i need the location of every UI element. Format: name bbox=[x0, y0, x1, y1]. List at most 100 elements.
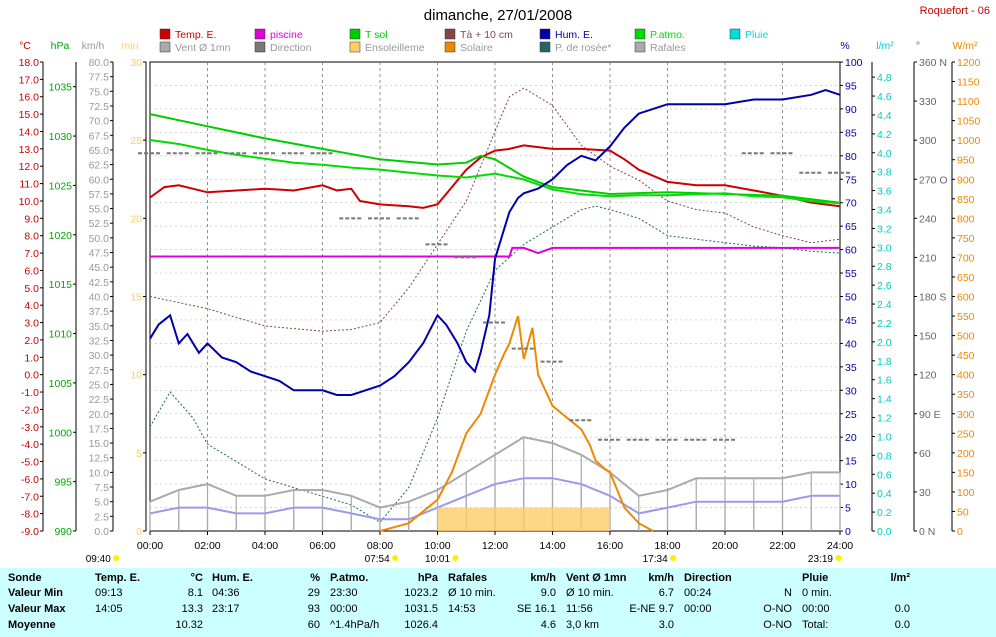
summary-table: Sonde Valeur Min Valeur Max Moyenne Temp. E.… bbox=[0, 568, 996, 637]
max-value: SE 16.1 bbox=[516, 603, 556, 615]
tick-label: 15 bbox=[845, 456, 857, 468]
group-unit: % bbox=[310, 572, 320, 584]
tick-label: 40.0 bbox=[89, 292, 110, 304]
axis-unit: °C bbox=[19, 40, 31, 52]
avg-label: Total: bbox=[802, 619, 829, 631]
tick-label: 80.0 bbox=[89, 57, 110, 69]
tick-label: -6.0 bbox=[21, 474, 39, 486]
tick-label: 0 N bbox=[919, 526, 935, 538]
tick-label: 60 bbox=[919, 448, 931, 460]
time-mark: 10:01 bbox=[425, 554, 450, 565]
tick-label: 270 O bbox=[919, 174, 948, 186]
tick-label: 27.5 bbox=[89, 365, 110, 377]
axis-unit: km/h bbox=[82, 40, 105, 52]
tick-label: 0.6 bbox=[877, 469, 892, 481]
tick-label: 90 bbox=[845, 104, 857, 116]
legend-item: P. de rosée* bbox=[539, 41, 611, 54]
tick-label: 9.0 bbox=[24, 213, 39, 225]
tick-label: 47.5 bbox=[89, 248, 110, 260]
tick-label: 0.4 bbox=[877, 488, 892, 500]
axis-unit: hPa bbox=[51, 40, 70, 52]
avg-value: 10.32 bbox=[175, 619, 203, 631]
legend-swatch bbox=[254, 28, 266, 40]
tick-label: 52.5 bbox=[89, 218, 110, 230]
group-title: Temp. E. bbox=[95, 572, 141, 584]
tick-label: 700 bbox=[957, 252, 975, 264]
tick-label: 150 bbox=[957, 467, 975, 479]
tick-label: 35 bbox=[845, 362, 857, 374]
min-value: 29 bbox=[307, 587, 320, 599]
tick-label: 3.0 bbox=[24, 318, 39, 330]
tick-label: 75 bbox=[845, 174, 857, 186]
tick-label: 1030 bbox=[49, 131, 73, 143]
legend-item: Ensoleilleme bbox=[349, 41, 425, 54]
row-label-max: Valeur Max bbox=[8, 603, 66, 615]
series-hum-e- bbox=[149, 89, 841, 396]
tick-label: 0.8 bbox=[877, 450, 892, 462]
tick-label: 7.5 bbox=[94, 482, 109, 494]
tick-label: 1010 bbox=[49, 329, 73, 341]
tick-label: 7.0 bbox=[24, 248, 39, 260]
tick-label: 1000 bbox=[49, 427, 73, 439]
series-p-atmo- bbox=[149, 139, 841, 205]
axis-direction: 360 N 330 300 270 O 240 210 180 S 150 120 90 E 60 3… bbox=[913, 40, 948, 538]
tick-label: 85 bbox=[845, 127, 857, 139]
min-value: N bbox=[784, 587, 792, 599]
tick-label: 3.4 bbox=[877, 205, 892, 217]
legend-item: P.atmo. bbox=[634, 28, 685, 41]
tick-label: 850 bbox=[957, 194, 975, 206]
tick-label: 42.5 bbox=[89, 277, 110, 289]
summary-group: Pluie l/m² 0 min. 00:00 0.0 Total: 0.0 bbox=[802, 568, 912, 637]
tick-label: 1100 bbox=[957, 96, 980, 108]
tick-label: 600 bbox=[957, 292, 975, 304]
axis-rain: 4.8 4.6 4.4 4.2 4.0 3.8 3.6 3.4 3.2 3.0 2.8 2.6 2.4 2… bbox=[871, 40, 894, 538]
min-label: 00:24 bbox=[684, 587, 712, 599]
legend-label: P. de rosée* bbox=[555, 42, 611, 54]
tick-label: 15.0 bbox=[89, 438, 110, 450]
legend-label: Direction bbox=[270, 42, 312, 54]
tick-label: 0.0 bbox=[877, 526, 892, 538]
tick-label: 1035 bbox=[49, 82, 73, 94]
avg-value: 1026.4 bbox=[404, 619, 438, 631]
x-tick-label: 16:00 bbox=[597, 540, 623, 552]
max-value: 0.0 bbox=[894, 603, 910, 615]
tick-label: 1150 bbox=[957, 77, 980, 89]
axis-unit: % bbox=[840, 40, 849, 52]
max-label: 00:00 bbox=[684, 603, 712, 615]
axis-wind: 80.0 77.5 75.0 72.5 70.0 67.5 65.0 62.5 60.0 57.5… bbox=[82, 40, 114, 538]
tick-label: 360 N bbox=[919, 57, 947, 69]
tick-label: 30.0 bbox=[89, 350, 110, 362]
tick-label: 65 bbox=[845, 221, 857, 233]
tick-label: 550 bbox=[957, 311, 975, 323]
tick-label: 950 bbox=[957, 155, 975, 167]
tick-label: 15 bbox=[130, 292, 142, 304]
tick-label: 0 bbox=[845, 526, 851, 538]
legend-swatch bbox=[634, 41, 646, 53]
legend-item: Vent Ø 1mn bbox=[159, 41, 231, 54]
legend-label: piscine bbox=[270, 29, 303, 41]
max-value: 13.3 bbox=[181, 603, 203, 615]
legend-label: P.atmo. bbox=[650, 29, 685, 41]
tick-label: 2.6 bbox=[877, 280, 892, 292]
tick-label: 35.0 bbox=[89, 321, 110, 333]
tick-label: -9.0 bbox=[21, 526, 39, 538]
x-axis: 00:00 02:00 04:00 06:00 08:00 10:00 12:00 14:00… bbox=[86, 531, 853, 565]
x-tick-label: 20:00 bbox=[712, 540, 738, 552]
tick-label: 1020 bbox=[49, 230, 73, 242]
min-label: 04:36 bbox=[212, 587, 240, 599]
group-unit: °C bbox=[190, 572, 203, 584]
axes: 18.0 17.0 16.0 15.0 14.0 13.0 12.0 11.0 10.0 9.0 8… bbox=[19, 40, 981, 565]
min-value: 9.0 bbox=[540, 587, 556, 599]
tick-label: 57.5 bbox=[89, 189, 110, 201]
x-tick-label: 02:00 bbox=[194, 540, 220, 552]
legend-swatch bbox=[444, 41, 456, 53]
tick-label: 2.5 bbox=[94, 511, 109, 523]
tick-label: 3.2 bbox=[877, 223, 892, 235]
group-title: Pluie bbox=[802, 572, 829, 584]
tick-label: 1.2 bbox=[877, 413, 892, 425]
tick-label: 20 bbox=[845, 432, 857, 444]
x-tick-label: 18:00 bbox=[654, 540, 680, 552]
legend-swatch bbox=[349, 28, 361, 40]
max-value: 1031.5 bbox=[404, 603, 438, 615]
legend-swatch bbox=[539, 41, 551, 53]
